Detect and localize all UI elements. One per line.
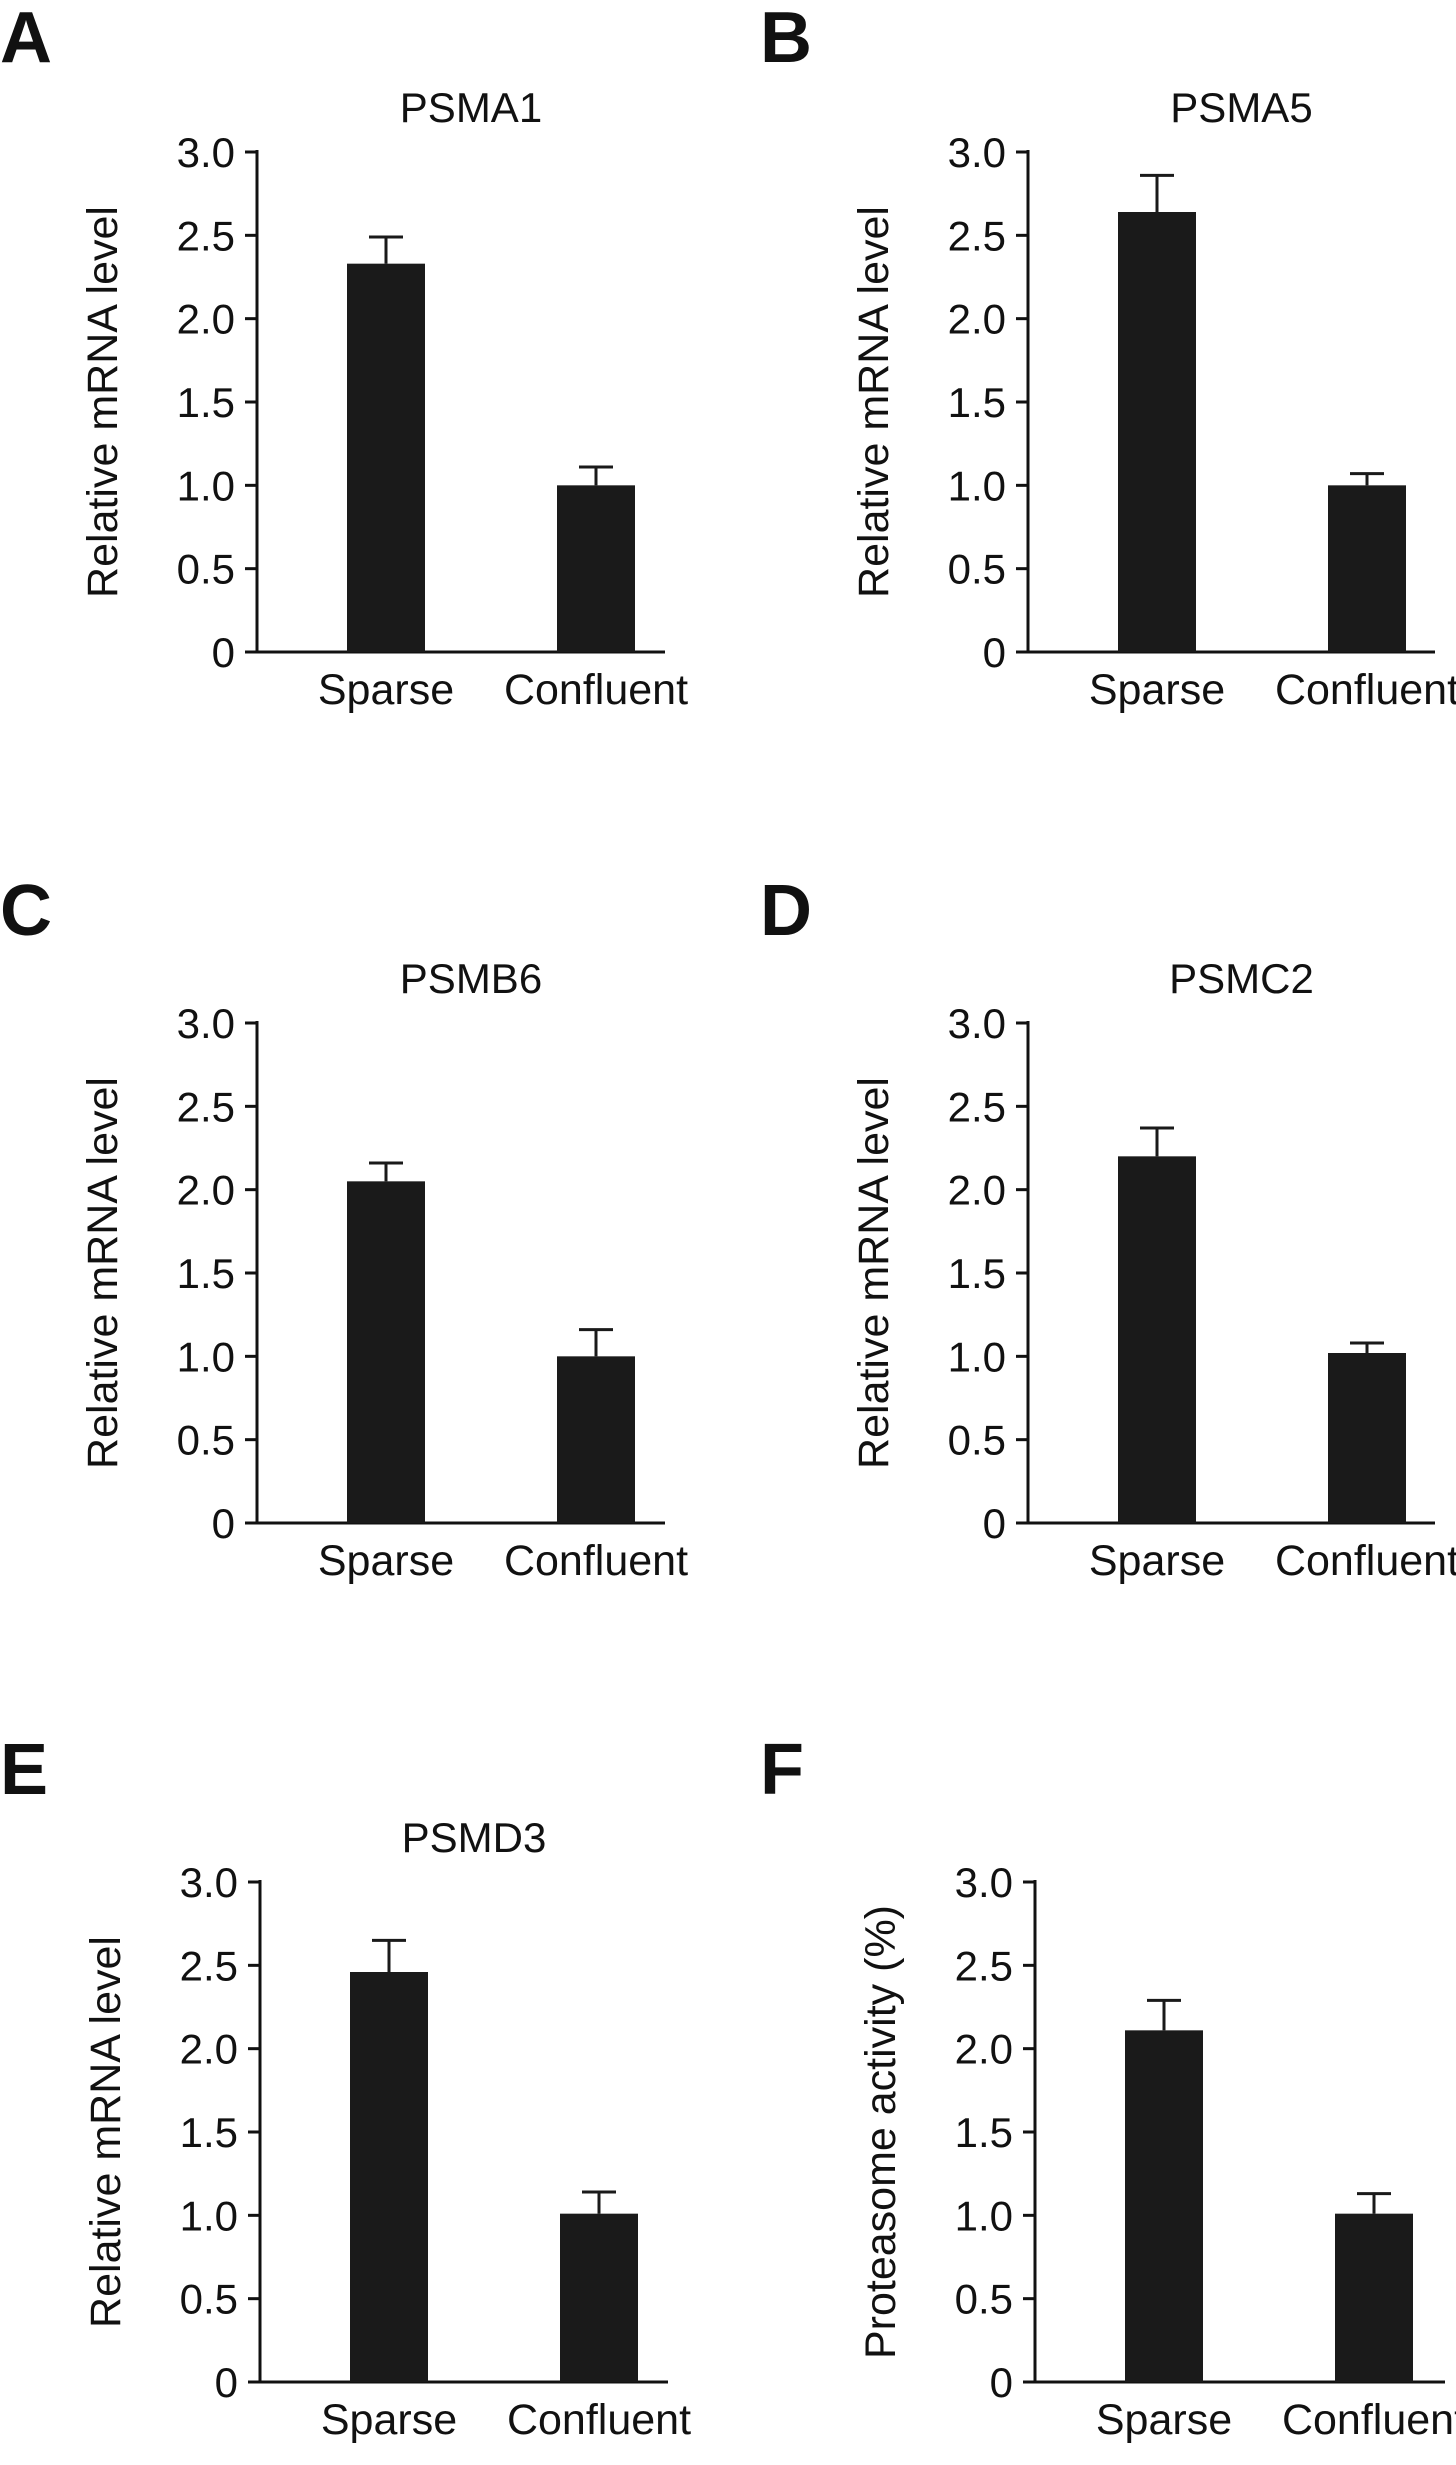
bar-confluent <box>1328 485 1406 652</box>
y-tick-label: 3.0 <box>177 1000 235 1047</box>
category-label: Sparse <box>1089 1537 1225 1585</box>
y-tick-label: 0 <box>212 1500 235 1547</box>
category-label: Sparse <box>321 2396 457 2444</box>
y-tick-label: 0.5 <box>177 1417 235 1464</box>
y-tick-label: 1.0 <box>955 2192 1013 2239</box>
category-label: Confluent <box>1275 666 1456 714</box>
y-tick-label: 2.5 <box>948 1083 1006 1130</box>
chart-panel-c: C PSMB6 0 0.5 1.0 1.5 2.0 2.5 3.0 Relative mRNA l… <box>0 871 688 1585</box>
y-tick-label: 2.0 <box>948 1167 1006 1214</box>
y-axis-label: Relative mRNA level <box>79 206 127 598</box>
y-tick-label: 2.5 <box>948 212 1006 259</box>
y-axis-label: Relative mRNA level <box>850 206 898 598</box>
bar-sparse <box>1118 212 1196 652</box>
category-label: Sparse <box>1096 2396 1232 2444</box>
category-label: Confluent <box>1282 2396 1456 2444</box>
y-tick-label: 3.0 <box>948 129 1006 176</box>
y-tick-label: 0.5 <box>948 1417 1006 1464</box>
y-tick-label: 2.5 <box>955 1942 1013 1989</box>
y-tick-label: 0.5 <box>177 546 235 593</box>
panel-letter: D <box>760 871 812 951</box>
category-label: Sparse <box>318 666 454 714</box>
y-tick-label: 0 <box>990 2359 1013 2406</box>
y-tick-label: 3.0 <box>948 1000 1006 1047</box>
y-tick-label: 2.0 <box>955 2026 1013 2073</box>
chart-title: PSMD3 <box>402 1814 547 1861</box>
y-tick-label: 1.5 <box>180 2109 238 2156</box>
bar-sparse <box>1125 2030 1203 2382</box>
y-tick-label: 0.5 <box>180 2276 238 2323</box>
bar-confluent <box>560 2213 638 2382</box>
panel-letter: C <box>0 871 52 951</box>
y-axis-label: Relative mRNA level <box>82 1936 130 2328</box>
y-tick-label: 2.5 <box>177 1083 235 1130</box>
y-tick-label: 2.5 <box>180 1942 238 1989</box>
y-tick-label: 1.5 <box>948 379 1006 426</box>
y-tick-label: 0.5 <box>955 2276 1013 2323</box>
y-tick-label: 0 <box>983 1500 1006 1547</box>
y-axis-label: Proteasome activity (%) <box>857 1905 905 2359</box>
bar-confluent <box>1328 1353 1406 1523</box>
y-axis-label: Relative mRNA level <box>850 1077 898 1469</box>
y-tick-label: 1.0 <box>948 1333 1006 1380</box>
chart-title: PSMB6 <box>400 955 542 1002</box>
bar-confluent <box>557 1356 635 1523</box>
chart-panel-b: B PSMA5 0 0.5 1.0 1.5 2.0 2.5 3.0 Relative mRNA l… <box>760 0 1456 714</box>
y-tick-label: 3.0 <box>955 1859 1013 1906</box>
chart-title: PSMA5 <box>1170 84 1312 131</box>
y-tick-label: 1.5 <box>955 2109 1013 2156</box>
category-label: Confluent <box>504 666 688 714</box>
chart-panel-a: A PSMA1 0 0.5 1.0 1.5 2.0 2.5 3.0 Relative mRNA l… <box>0 0 688 714</box>
y-tick-label: 0 <box>212 629 235 676</box>
y-tick-label: 0 <box>215 2359 238 2406</box>
y-tick-label: 1.5 <box>177 379 235 426</box>
y-tick-label: 1.5 <box>177 1250 235 1297</box>
y-tick-label: 3.0 <box>177 129 235 176</box>
chart-panel-e: E PSMD3 0 0.5 1.0 1.5 2.0 2.5 3.0 Relative mRNA l… <box>0 1730 691 2444</box>
category-label: Confluent <box>504 1537 688 1585</box>
panel-letter: E <box>0 1730 48 1810</box>
panel-letter: F <box>760 1730 804 1810</box>
bar-sparse <box>1118 1156 1196 1523</box>
category-label: Confluent <box>1275 1537 1456 1585</box>
y-tick-label: 2.5 <box>177 212 235 259</box>
y-axis-label: Relative mRNA level <box>79 1077 127 1469</box>
y-tick-label: 2.0 <box>177 296 235 343</box>
y-tick-label: 1.0 <box>177 462 235 509</box>
y-tick-label: 2.0 <box>180 2026 238 2073</box>
chart-panel-d: D PSMC2 0 0.5 1.0 1.5 2.0 2.5 3.0 Relative mRNA l… <box>760 871 1456 1585</box>
y-tick-label: 2.0 <box>948 296 1006 343</box>
y-tick-label: 1.0 <box>180 2192 238 2239</box>
panel-letter: B <box>760 0 812 78</box>
bar-confluent <box>1335 2213 1413 2382</box>
bar-confluent <box>557 485 635 652</box>
category-label: Sparse <box>318 1537 454 1585</box>
bar-sparse <box>347 1181 425 1523</box>
panel-letter: A <box>0 0 52 78</box>
bar-sparse <box>347 263 425 652</box>
y-tick-label: 1.0 <box>177 1333 235 1380</box>
y-tick-label: 1.5 <box>948 1250 1006 1297</box>
y-tick-label: 0 <box>983 629 1006 676</box>
chart-title: PSMA1 <box>400 84 542 131</box>
category-label: Sparse <box>1089 666 1225 714</box>
y-tick-label: 0.5 <box>948 546 1006 593</box>
y-tick-label: 1.0 <box>948 462 1006 509</box>
category-label: Confluent <box>507 2396 691 2444</box>
y-tick-label: 2.0 <box>177 1167 235 1214</box>
chart-title: PSMC2 <box>1169 955 1314 1002</box>
bar-sparse <box>350 1972 428 2382</box>
chart-panel-f: F 0 0.5 1.0 1.5 2.0 2.5 3.0 Proteasome activity … <box>760 1730 1456 2444</box>
y-tick-label: 3.0 <box>180 1859 238 1906</box>
